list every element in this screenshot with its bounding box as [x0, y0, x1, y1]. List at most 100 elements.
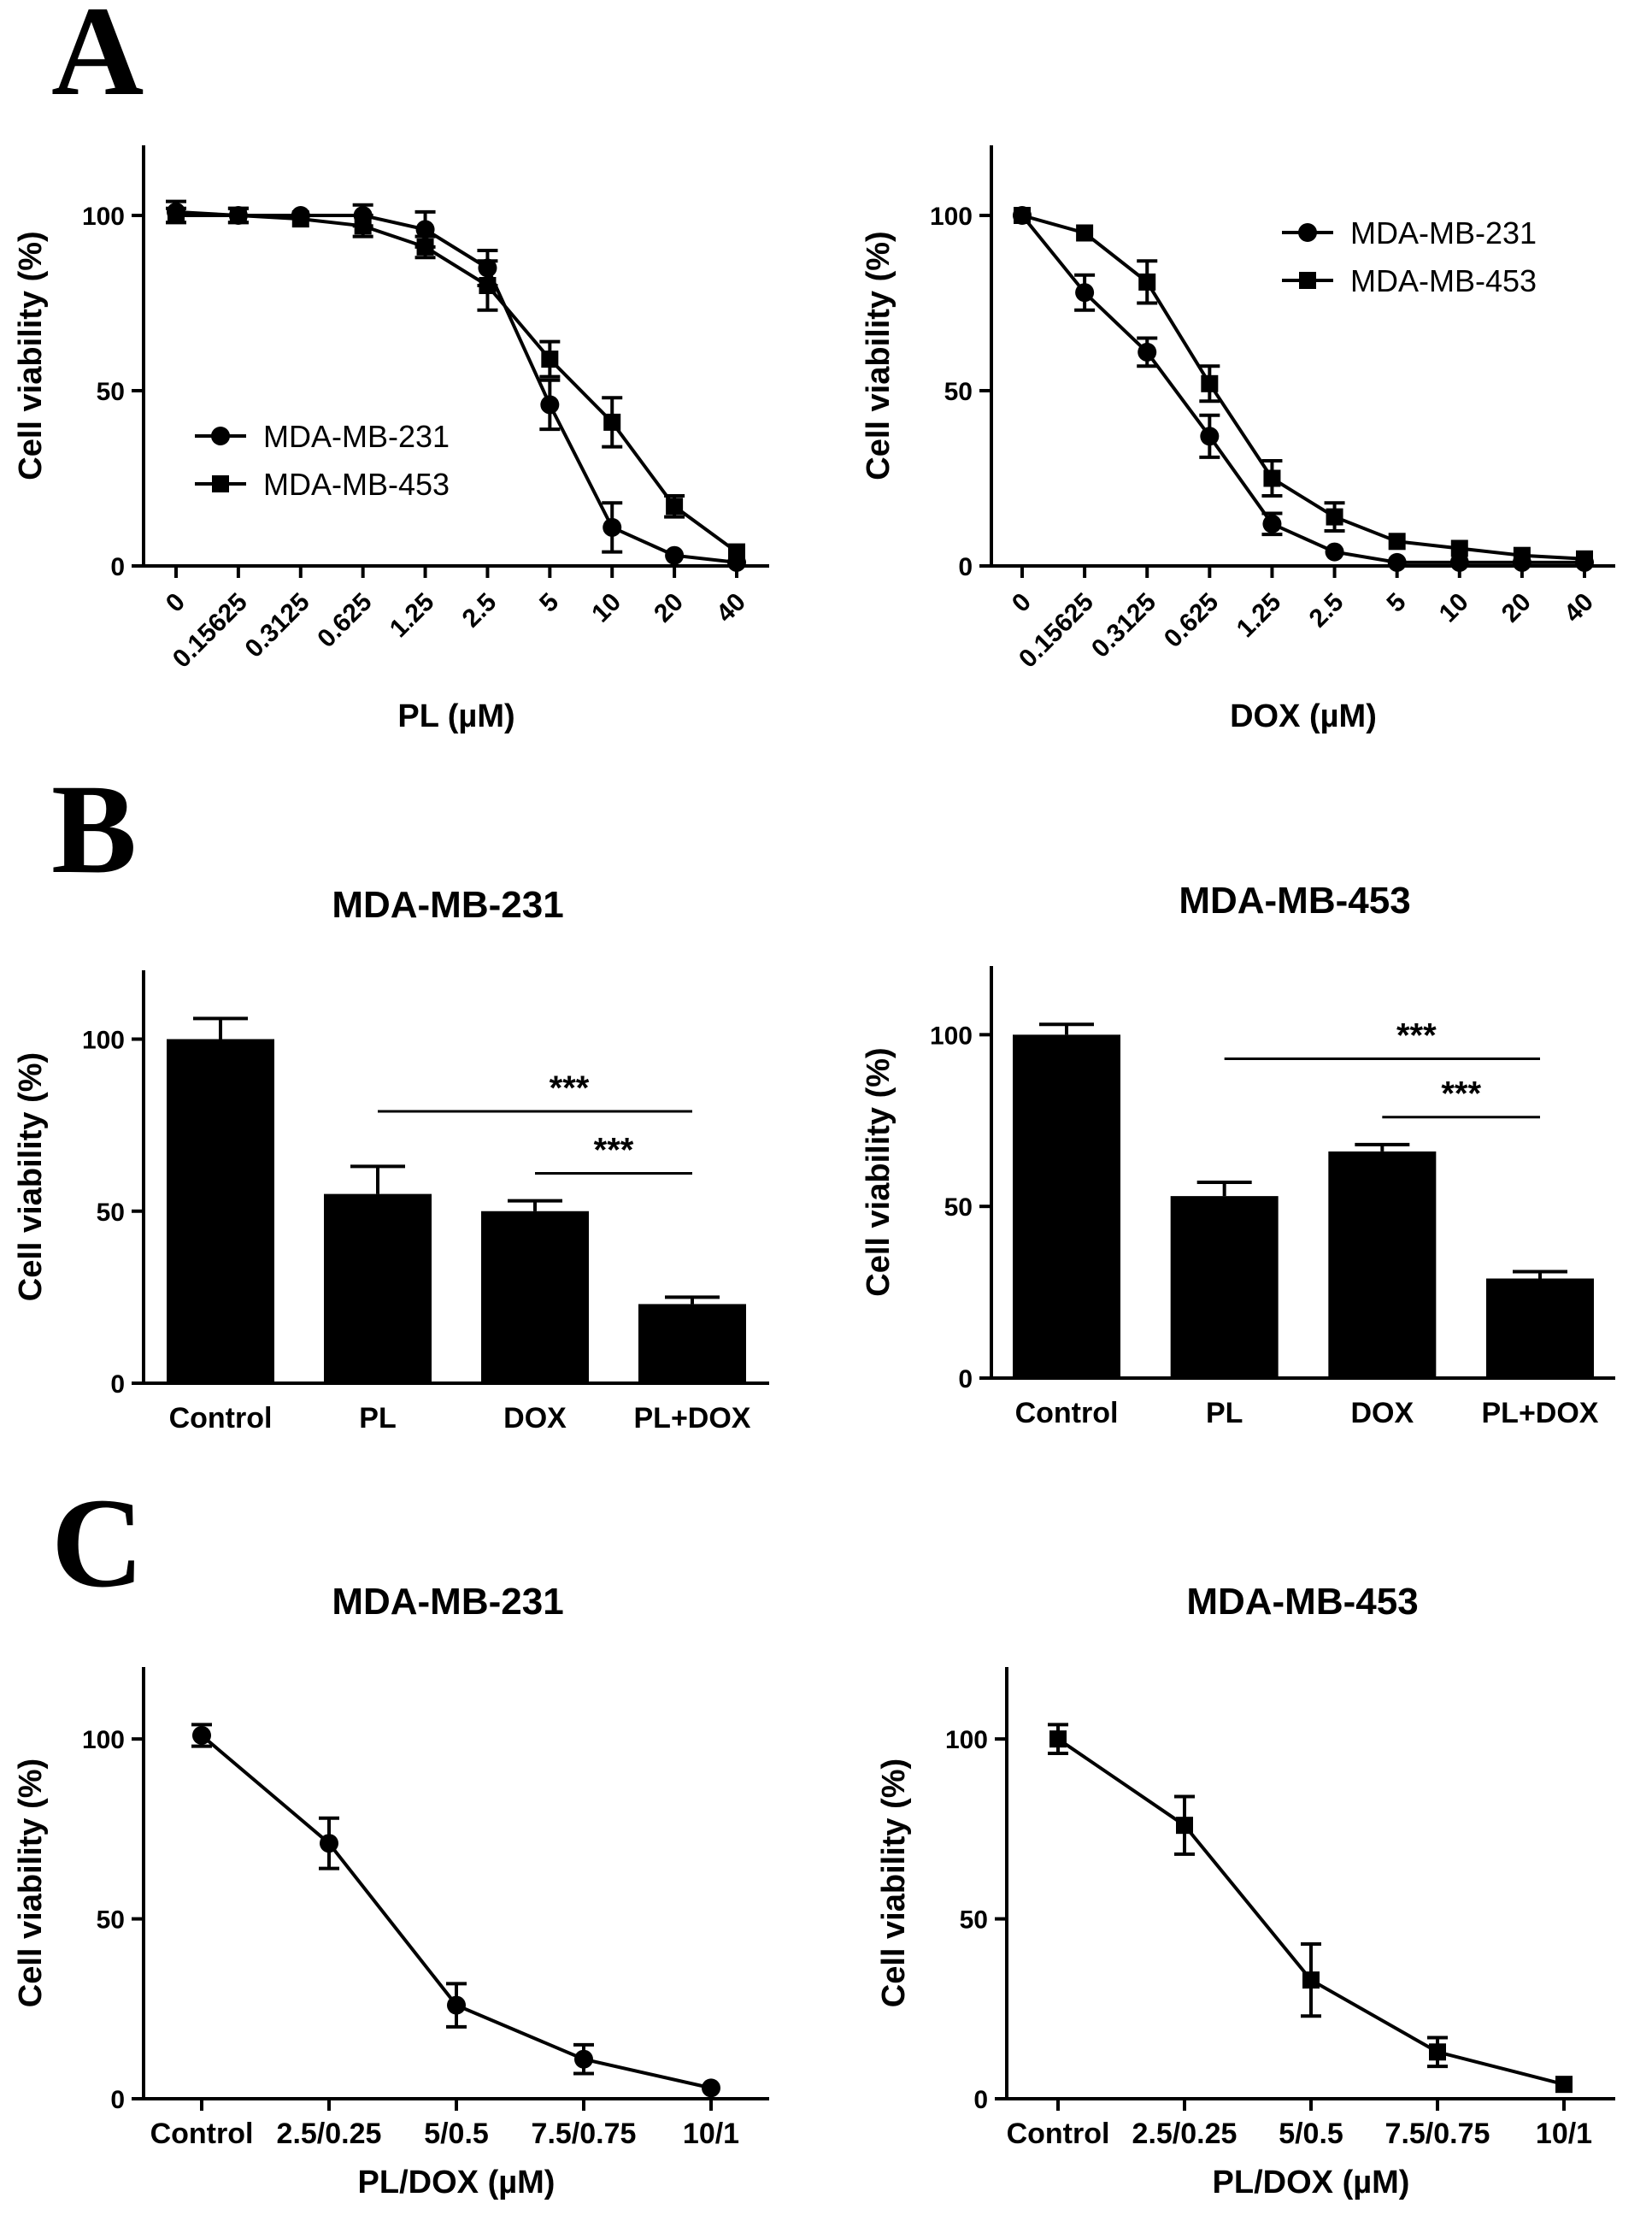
x-tick-label: 0.3125: [1086, 588, 1161, 663]
data-point-mda-mb-453: [1138, 273, 1156, 291]
x-tick-label: 1.25: [385, 588, 440, 644]
legend-label-mda-mb-231: MDA-MB-231: [263, 419, 450, 454]
data-point-mda-mb-231: [415, 220, 435, 239]
data-point-mda-mb-453: [666, 498, 684, 515]
y-tick-label: 100: [930, 203, 973, 231]
y-tick-label: 0: [958, 553, 973, 581]
y-axis-label: Cell viability (%): [861, 231, 897, 480]
y-tick-label: 0: [110, 553, 125, 581]
y-tick-label: 50: [97, 1199, 125, 1227]
bar-dox: [1328, 1151, 1437, 1378]
chart-title: MDA-MB-231: [332, 884, 563, 926]
x-tick-label: 10: [586, 588, 626, 628]
x-axis-label: PL/DOX (µM): [1213, 2165, 1410, 2200]
data-point-mda-mb-453: [229, 207, 247, 224]
y-tick-label: 50: [97, 1906, 125, 1935]
x-category-label: PL+DOX: [634, 1402, 751, 1435]
y-axis-label: Cell viability (%): [13, 1759, 49, 2007]
series-line-mda-mb-453: [176, 214, 738, 554]
data-point-mda-mb-231: [192, 1725, 211, 1745]
series-line-mda-mb-231: [200, 1734, 712, 2090]
y-tick-label: 50: [944, 1193, 973, 1222]
data-point-mda-mb-453: [1326, 508, 1343, 526]
data-point-mda-mb-453: [354, 217, 372, 235]
x-axis-label: DOX (µM): [1230, 698, 1377, 734]
y-tick-label: 100: [82, 203, 125, 231]
series-line-mda-mb-453: [1056, 1737, 1565, 2087]
y-tick-label: 50: [944, 378, 973, 406]
chart-b-mda-mb-453-bars: MDA-MB-453 0 50 100 Cell viability (%) Contro…: [861, 880, 1615, 1429]
data-point-mda-mb-453: [541, 351, 559, 368]
chart-c-mda-mb-453-combination: MDA-MB-453 0 50 100 Cell viability (%) Contro…: [876, 1581, 1615, 2200]
y-axis-label: Cell viability (%): [13, 231, 49, 480]
y-tick-label: 100: [945, 1726, 988, 1754]
data-point-mda-mb-453: [1555, 2076, 1573, 2094]
data-point-mda-mb-453: [1049, 1730, 1067, 1748]
data-point-mda-mb-453: [1014, 207, 1031, 224]
data-point-mda-mb-231: [603, 517, 622, 537]
bar-control: [167, 1039, 274, 1383]
bar-pl-dox: [638, 1304, 746, 1383]
data-point-mda-mb-453: [1263, 469, 1281, 487]
x-tick-label: 40: [1559, 588, 1599, 628]
x-category-label: 2.5/0.25: [1132, 2118, 1238, 2150]
x-category-label: 2.5/0.25: [277, 2118, 382, 2150]
legend-label-mda-mb-453: MDA-MB-453: [263, 467, 450, 502]
chart-b-mda-mb-231-bars: MDA-MB-231 0 50 100 Cell viability (%) Contro…: [13, 884, 769, 1435]
x-tick-label: 1.25: [1232, 588, 1287, 644]
data-point-mda-mb-231: [702, 2078, 720, 2098]
bar-pl: [324, 1193, 432, 1383]
panel-letter-b: B: [51, 758, 137, 900]
legend-marker-mda-mb-231: [211, 427, 230, 445]
data-point-mda-mb-453: [1429, 2043, 1446, 2061]
legend-label-mda-mb-453: MDA-MB-453: [1350, 263, 1537, 298]
legend-marker-mda-mb-453: [1299, 272, 1316, 289]
panel-letter-c: C: [51, 1472, 144, 1614]
y-tick-label: 0: [958, 1365, 973, 1393]
data-point-mda-mb-453: [1302, 1971, 1320, 1989]
x-tick-label: 0: [161, 588, 191, 618]
y-tick-label: 50: [960, 1906, 988, 1935]
data-point-mda-mb-231: [1387, 552, 1407, 572]
data-point-mda-mb-453: [1513, 546, 1531, 564]
data-point-mda-mb-231: [1262, 514, 1282, 533]
x-tick-label: 0: [1007, 588, 1037, 618]
x-category-label: 5/0.5: [1279, 2118, 1343, 2150]
data-point-mda-mb-231: [320, 1834, 338, 1853]
x-tick-label: 2.5: [1304, 588, 1349, 633]
bar-dox: [481, 1211, 589, 1383]
data-point-mda-mb-453: [603, 413, 621, 431]
y-tick-label: 0: [110, 1370, 125, 1399]
significance-label: ***: [550, 1069, 590, 1107]
x-tick-label: 10: [1434, 588, 1474, 628]
data-point-mda-mb-453: [1450, 539, 1468, 557]
x-category-label: PL: [1206, 1397, 1243, 1429]
chart-title: MDA-MB-453: [1186, 1581, 1418, 1623]
bar-control: [1013, 1034, 1120, 1378]
y-tick-label: 100: [82, 1726, 125, 1754]
significance-label: ***: [1441, 1075, 1481, 1113]
x-category-label: 7.5/0.75: [532, 2118, 637, 2150]
significance-label: ***: [1396, 1016, 1437, 1054]
x-tick-label: 5: [534, 588, 564, 618]
x-category-label: Control: [1015, 1397, 1119, 1429]
chart-c-mda-mb-231-combination: MDA-MB-231 0 50 100 Cell viability (%) Contro…: [13, 1581, 769, 2200]
data-point-mda-mb-231: [447, 1995, 466, 2015]
x-tick-label: 2.5: [457, 588, 503, 633]
x-tick-label: 20: [1496, 588, 1537, 628]
x-category-label: 7.5/0.75: [1385, 2118, 1490, 2150]
x-tick-label: 0.3125: [240, 588, 315, 663]
y-tick-label: 100: [930, 1022, 973, 1050]
data-point-mda-mb-231: [540, 395, 560, 415]
x-axis-label: PL (µM): [397, 698, 514, 734]
legend-marker-mda-mb-453: [212, 475, 229, 492]
series-line-mda-mb-231: [1020, 214, 1584, 564]
x-category-label: 5/0.5: [424, 2118, 489, 2150]
y-axis-label: Cell viability (%): [13, 1052, 49, 1301]
legend-marker-mda-mb-231: [1298, 223, 1317, 242]
series-line-mda-mb-453: [1021, 214, 1585, 561]
x-category-label: 10/1: [683, 2118, 739, 2150]
data-point-mda-mb-453: [1576, 550, 1593, 568]
